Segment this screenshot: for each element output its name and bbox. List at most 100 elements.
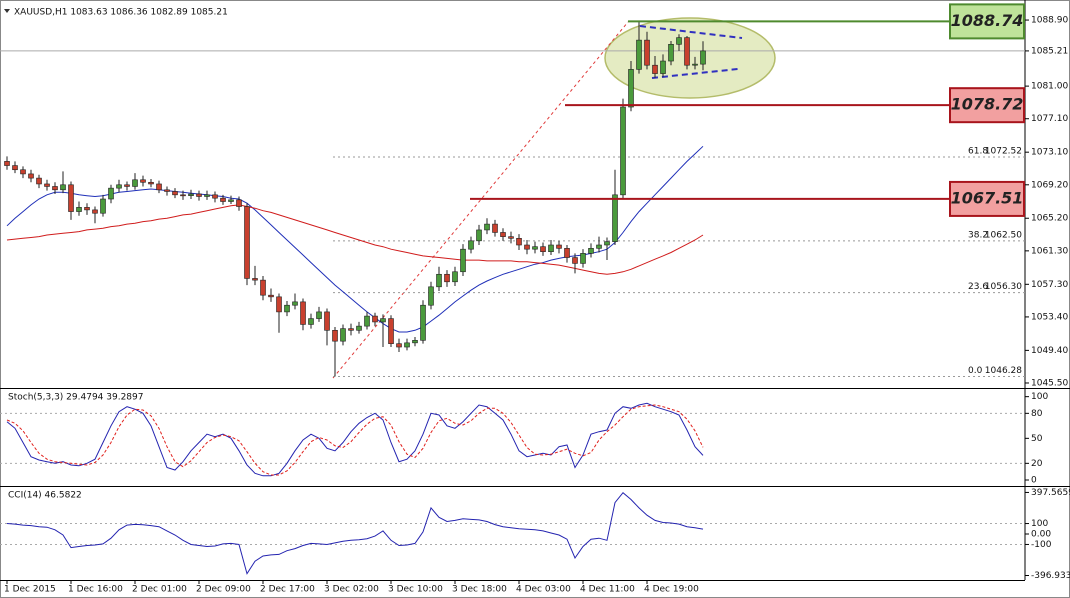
triangle-upper [639,25,743,39]
candle-body [60,184,66,191]
candle-body [396,343,402,348]
candle-body [156,183,162,191]
y-tick-label: 1057.30 [1031,280,1068,290]
fib-ratio: 23.6 [968,282,988,292]
candle-body [364,315,370,327]
candle-body [140,179,146,183]
candle-body [44,183,50,187]
x-tick-label: 3 Dec 02:00 [324,585,379,595]
y-tick-label: 1061.30 [1031,246,1068,256]
y-tick-label: 1045.50 [1031,378,1068,388]
candle-body [636,39,642,70]
candle-body [84,207,90,211]
candle-body [124,184,130,187]
candle-body [412,340,418,344]
candle-body [372,315,378,323]
fib-price: 1046.28 [985,366,1022,376]
series-line [6,491,704,575]
candle-body [668,44,674,62]
x-tick-label: 1 Dec 2015 [4,585,56,595]
level-box [949,180,1025,217]
panel-title: CCI(14) 46.5822 [8,491,82,501]
candle-body [492,223,498,233]
candle-body [452,271,458,283]
x-tick-label: 4 Dec 19:00 [644,585,699,595]
candle-body [164,189,170,192]
candle-body [100,198,106,214]
candle-body [316,311,322,319]
y-tick-label: 1077.10 [1031,114,1068,124]
level-box [949,87,1025,124]
candle-body [684,37,690,66]
candle-body [172,191,178,196]
y-tick-label: -396.9337 [1031,571,1070,581]
candle-body [228,199,234,202]
fib-price: 1072.52 [985,147,1022,157]
candle-body [268,294,274,298]
y-tick-label: 1065.20 [1031,214,1068,224]
candle-body [300,301,306,325]
x-tick-label: 3 Dec 18:00 [452,585,507,595]
candle-body [548,244,554,252]
candle-body [348,328,354,331]
candle-body [108,187,114,200]
y-tick-label: -100 [1031,540,1052,550]
candle-body [292,301,298,306]
candle-body [644,39,650,66]
y-tick-label: 1085.21 [1031,46,1068,56]
candle-body [12,165,18,171]
y-tick-label: 397.5659 [1031,488,1070,498]
candle-body [692,63,698,66]
candle-body [420,304,426,341]
candle-body [212,194,218,199]
candle-body [204,194,210,197]
candle-body [380,318,386,323]
candle-body [4,161,10,166]
x-tick-label: 4 Dec 11:00 [580,585,635,595]
y-tick-label: 0.00 [1031,530,1051,540]
fib-trend-line [332,21,629,379]
candle-body [388,318,394,344]
candle-body [20,169,26,175]
y-tick-label: 1081.00 [1031,82,1068,92]
candle-body [604,241,610,246]
candle-body [588,248,594,254]
candle-body [700,50,706,65]
candle-body [460,248,466,273]
candle-body [308,318,314,325]
candle-body [652,64,658,74]
level-box [949,3,1025,40]
candle-body [500,232,506,237]
candle-body [556,244,562,249]
candle-body [628,69,634,108]
x-tick-label: 2 Dec 17:00 [260,585,315,595]
y-tick-label: 20 [1031,459,1043,469]
candle-body [92,209,98,214]
fib-price: 1062.50 [985,230,1022,240]
panel-title: XAUUSD,H1 1083.63 1086.36 1082.89 1085.2… [14,8,228,18]
x-tick-label: 2 Dec 09:00 [196,585,251,595]
y-tick-label: 50 [1031,434,1043,444]
candle-body [572,257,578,264]
level-label: 1067.51 [951,188,1024,207]
fib-ratio: 38.2 [968,230,988,240]
candle-body [532,246,538,250]
level-label: 1088.74 [951,11,1024,30]
triangle-lower [651,68,739,79]
menu-icon [4,9,10,13]
candle-body [188,193,194,196]
candle-body [36,177,42,185]
candle-body [332,329,338,342]
y-tick-label: 100 [1031,519,1048,529]
candle-body [52,186,58,191]
candle-body [484,223,490,231]
candle-body [444,273,450,283]
candle-body [252,278,258,281]
panel-title: Stoch(5,3,3) 29.4794 39.2897 [8,393,143,403]
y-tick-label: 0 [1031,476,1037,486]
candle-body [436,273,442,288]
y-tick-label: 1069.20 [1031,180,1068,190]
candle-body [196,193,202,197]
